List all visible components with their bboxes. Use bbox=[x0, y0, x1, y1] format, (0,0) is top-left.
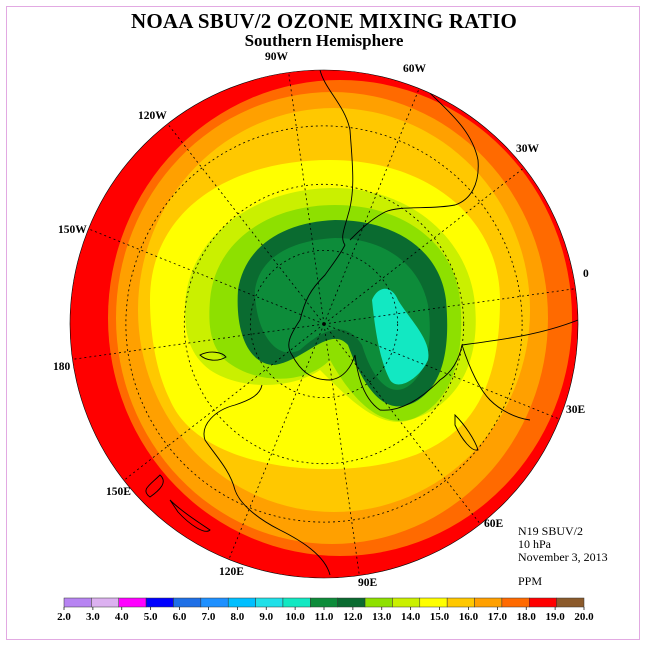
colorbar-tick-label: 4.0 bbox=[115, 611, 129, 623]
map-subtitle: Southern Hemisphere bbox=[244, 31, 404, 50]
lon-label-60w: 60W bbox=[403, 63, 426, 75]
colorbar-tick-label: 18.0 bbox=[517, 611, 537, 623]
map-title: NOAA SBUV/2 OZONE MIXING RATIO bbox=[131, 9, 517, 33]
colorbar-swatch bbox=[91, 597, 119, 608]
coastlines bbox=[145, 70, 578, 576]
antarctica-coast bbox=[288, 244, 463, 411]
colorbar-swatch bbox=[501, 597, 530, 608]
colorbar-tick-label: 20.0 bbox=[574, 611, 594, 623]
colorbar-tick-label: 9.0 bbox=[259, 611, 273, 623]
colorbar-swatch bbox=[364, 597, 393, 608]
new-zealand-south bbox=[169, 499, 211, 532]
meridian-line bbox=[323, 323, 481, 525]
colorbar-tick-label: 14.0 bbox=[401, 611, 421, 623]
colorbar-swatch bbox=[446, 597, 475, 608]
meridian-line bbox=[323, 323, 560, 420]
meridian-line bbox=[323, 167, 525, 325]
band-10 bbox=[372, 288, 429, 385]
australia-coast bbox=[203, 384, 331, 576]
lon-label-90w: 90W bbox=[265, 51, 288, 63]
colorbar-swatch bbox=[227, 597, 256, 608]
date-label: November 3, 2013 bbox=[518, 550, 608, 564]
colorbar-tick-label: 11.0 bbox=[315, 611, 334, 623]
meridian-line bbox=[323, 88, 420, 325]
tasmania bbox=[199, 351, 227, 361]
colorbar-tick-label: 8.0 bbox=[230, 611, 244, 623]
colorbar-tick-label: 6.0 bbox=[173, 611, 187, 623]
colorbar-tick-label: 10.0 bbox=[285, 611, 305, 623]
colorbar-tick-label: 16.0 bbox=[459, 611, 479, 623]
lon-label-60e: 60E bbox=[484, 518, 504, 530]
lon-label-150e: 150E bbox=[106, 486, 131, 498]
colorbar-swatch bbox=[556, 597, 585, 608]
instrument-label: N19 SBUV/2 bbox=[518, 524, 584, 538]
pressure-level-label: 10 hPa bbox=[518, 537, 551, 551]
meridian-line bbox=[323, 323, 360, 576]
colorbar-swatch bbox=[392, 597, 421, 608]
colorbar-swatch bbox=[173, 597, 202, 608]
colorbar-swatch bbox=[63, 597, 92, 608]
colorbar-swatch bbox=[200, 597, 229, 608]
colorbar-tick-label: 19.0 bbox=[545, 611, 565, 623]
colorbar-swatch bbox=[474, 597, 503, 608]
lon-label-30e: 30E bbox=[566, 404, 586, 416]
colorbar-swatch bbox=[419, 597, 448, 608]
colorbar-tick-label: 15.0 bbox=[430, 611, 450, 623]
colorbar-tick-label: 17.0 bbox=[488, 611, 508, 623]
colorbar-swatch bbox=[145, 597, 174, 608]
colorbar-tick-label: 5.0 bbox=[144, 611, 158, 623]
lon-label-0: 0 bbox=[583, 268, 589, 280]
lon-label-180: 180 bbox=[53, 361, 71, 373]
figure-frame bbox=[6, 6, 640, 640]
colorbar-tick-label: 7.0 bbox=[202, 611, 216, 623]
lon-label-30w: 30W bbox=[516, 143, 539, 155]
meridian-line bbox=[72, 323, 325, 360]
colorbar-swatch bbox=[118, 597, 147, 608]
madagascar bbox=[454, 413, 479, 451]
colorbar-swatch bbox=[282, 597, 311, 608]
colorbar-swatch bbox=[310, 597, 338, 608]
meridian-line bbox=[167, 123, 325, 325]
colorbar-tick-label: 2.0 bbox=[57, 611, 71, 623]
colorbar-tick-label: 12.0 bbox=[343, 611, 363, 623]
meridian-line bbox=[288, 72, 325, 325]
map-boundary bbox=[69, 69, 579, 579]
lon-label-150w: 150W bbox=[58, 224, 87, 236]
colorbar-tick-label: 3.0 bbox=[86, 611, 100, 623]
meridian-line bbox=[88, 228, 325, 325]
africa-southern-edge bbox=[461, 319, 578, 346]
meridian-line bbox=[123, 323, 325, 481]
africa-coast bbox=[461, 344, 531, 421]
latitude-circle bbox=[183, 183, 465, 465]
new-zealand-north bbox=[145, 474, 164, 498]
graticule bbox=[72, 72, 576, 576]
lon-label-120w: 120W bbox=[138, 110, 167, 122]
lon-label-120e: 120E bbox=[219, 566, 244, 578]
colorbar-swatch bbox=[255, 597, 284, 608]
latitude-circle bbox=[249, 249, 399, 399]
south-america-east-coast bbox=[349, 70, 479, 241]
latitude-circle bbox=[125, 125, 523, 523]
colorbar-swatch bbox=[529, 597, 557, 608]
south-america-coast bbox=[319, 70, 354, 246]
colorbar-tick-label: 13.0 bbox=[372, 611, 392, 623]
meridian-line bbox=[323, 288, 576, 325]
colorbar-swatch bbox=[337, 597, 366, 608]
meridian-line bbox=[228, 323, 325, 560]
lon-label-90e: 90E bbox=[358, 577, 378, 589]
units-label: PPM bbox=[518, 574, 543, 588]
